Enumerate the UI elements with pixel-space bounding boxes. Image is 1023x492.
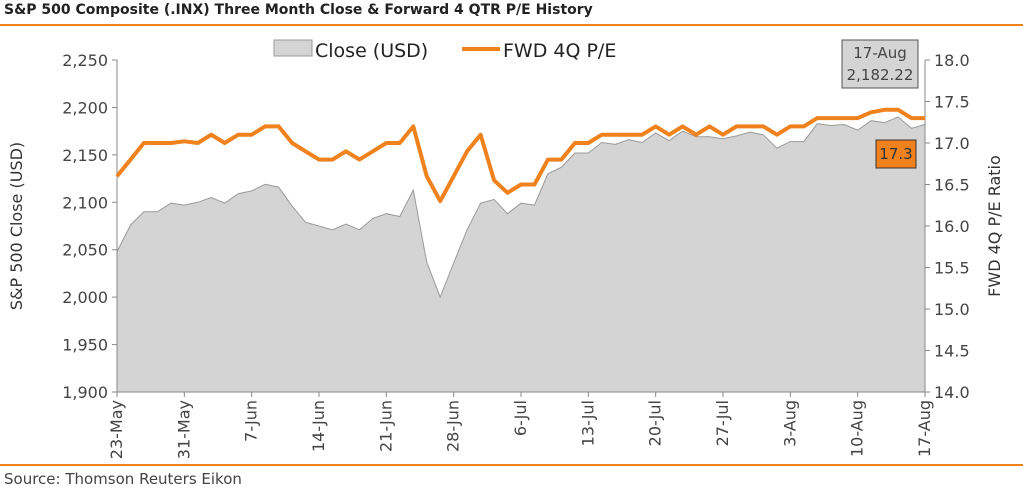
right-tick-label: 16.5 bbox=[934, 176, 970, 195]
right-tick-label: 18.0 bbox=[934, 51, 970, 70]
x-tick-label: 10-Aug bbox=[848, 400, 867, 457]
chart-svg: 1,900 1,950 2,000 2,050 2,100 2,150 2,200 2,250… bbox=[7, 39, 1004, 459]
left-tick-label: 2,100 bbox=[62, 193, 108, 212]
legend-close-label: Close (USD) bbox=[315, 40, 428, 62]
right-tick-label: 16.0 bbox=[934, 217, 970, 236]
x-tick-label: 13-Jul bbox=[578, 400, 597, 446]
right-tick-label: 15.0 bbox=[934, 300, 970, 319]
y-right-axis-title: FWD 4Q P/E Ratio bbox=[985, 155, 1004, 297]
source-rule bbox=[0, 464, 1023, 466]
title-rule bbox=[0, 24, 1023, 26]
plot-area: 1,900 1,950 2,000 2,050 2,100 2,150 2,200 2,250… bbox=[7, 39, 1004, 459]
left-tick-label: 2,000 bbox=[62, 288, 108, 307]
x-tick-label: 7-Jun bbox=[242, 400, 261, 442]
x-tick-label: 23-May bbox=[107, 400, 126, 459]
pe-callout-value: 17.3 bbox=[879, 145, 912, 163]
x-tick-label: 6-Jul bbox=[511, 400, 530, 436]
source-note: Source: Thomson Reuters Eikon bbox=[4, 470, 242, 488]
left-tick-label: 2,050 bbox=[62, 241, 108, 260]
x-tick-label: 3-Aug bbox=[780, 400, 799, 447]
left-tick-label: 2,200 bbox=[62, 98, 108, 117]
legend-pe-label: FWD 4Q P/E bbox=[503, 40, 616, 62]
right-tick-label: 14.5 bbox=[934, 342, 970, 361]
pe-line bbox=[115, 107, 925, 204]
chart-title: S&P 500 Composite (.INX) Three Month Clo… bbox=[4, 2, 593, 18]
x-tick-label: 17-Aug bbox=[915, 400, 934, 457]
right-tick-label: 17.0 bbox=[934, 134, 970, 153]
x-tick-label: 27-Jul bbox=[713, 400, 732, 446]
legend-close-swatch bbox=[273, 39, 313, 57]
right-tick-label: 15.5 bbox=[934, 259, 970, 278]
right-tick-label: 14.0 bbox=[934, 383, 970, 402]
x-tick-label: 21-Jun bbox=[376, 400, 395, 452]
close-area bbox=[117, 116, 925, 393]
pe-callout-box bbox=[875, 139, 917, 169]
left-tick-label: 2,150 bbox=[62, 146, 108, 165]
x-tick-label: 20-Jul bbox=[646, 400, 665, 446]
y-left-axis-title: S&P 500 Close (USD) bbox=[7, 142, 26, 310]
close-callout-date: 17-Aug bbox=[853, 44, 906, 62]
left-tick-label: 1,950 bbox=[62, 336, 108, 355]
x-tick-label: 28-Jun bbox=[444, 400, 463, 452]
right-tick-label: 17.5 bbox=[934, 93, 970, 112]
close-area-outline bbox=[116, 116, 926, 299]
close-callout-box bbox=[841, 39, 919, 89]
close-callout-value: 2,182.22 bbox=[847, 66, 914, 84]
x-tick-label: 14-Jun bbox=[309, 400, 328, 452]
x-tick-label: 31-May bbox=[174, 400, 193, 459]
left-tick-label: 2,250 bbox=[62, 51, 108, 70]
left-tick-label: 1,900 bbox=[62, 383, 108, 402]
